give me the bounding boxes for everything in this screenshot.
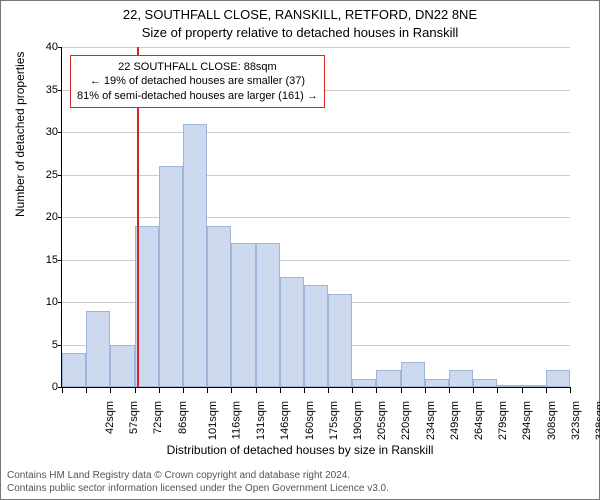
y-tick-label: 40 (32, 41, 58, 53)
y-tick-label: 25 (32, 169, 58, 181)
chart-container: 22, SOUTHFALL CLOSE, RANSKILL, RETFORD, … (0, 0, 600, 500)
x-tick-label: 308sqm (546, 401, 558, 440)
x-tick-label: 86sqm (177, 401, 189, 434)
x-tick-mark (401, 387, 402, 393)
histogram-bar (280, 277, 304, 388)
x-tick-mark (135, 387, 136, 393)
histogram-bar (449, 370, 473, 387)
annotation-line-2: ← 19% of detached houses are smaller (37… (77, 74, 318, 88)
x-tick-mark (183, 387, 184, 393)
histogram-bar (86, 311, 110, 388)
annotation-box: 22 SOUTHFALL CLOSE: 88sqm ← 19% of detac… (70, 55, 325, 108)
y-tick-label: 0 (32, 381, 58, 393)
histogram-bar (110, 345, 134, 388)
x-tick-label: 205sqm (376, 401, 388, 440)
histogram-bar (62, 353, 86, 387)
x-tick-label: 249sqm (449, 401, 461, 440)
x-tick-label: 190sqm (352, 401, 364, 440)
histogram-bar (401, 362, 425, 388)
histogram-bar (256, 243, 280, 388)
x-tick-mark (497, 387, 498, 393)
histogram-bar (473, 379, 497, 388)
histogram-bar (183, 124, 207, 388)
y-tick-mark (58, 132, 62, 133)
x-tick-mark (110, 387, 111, 393)
x-tick-mark (159, 387, 160, 393)
x-tick-label: 264sqm (473, 401, 485, 440)
y-tick-mark (58, 302, 62, 303)
x-tick-mark (449, 387, 450, 393)
x-tick-label: 131sqm (255, 401, 267, 440)
x-tick-mark (570, 387, 571, 393)
footer-line-2: Contains public sector information licen… (7, 483, 593, 496)
histogram-bar (328, 294, 352, 388)
x-tick-mark (425, 387, 426, 393)
x-tick-label: 323sqm (570, 401, 582, 440)
histogram-bar (497, 385, 521, 387)
x-tick-label: 116sqm (230, 401, 242, 439)
histogram-bar (425, 379, 449, 388)
x-tick-mark (256, 387, 257, 393)
y-tick-label: 20 (32, 211, 58, 223)
x-tick-mark (304, 387, 305, 393)
x-tick-mark (546, 387, 547, 393)
x-tick-label: 160sqm (304, 401, 316, 440)
plot-area: 0510152025303540 22 SOUTHFALL CLOSE: 88s… (61, 47, 570, 388)
x-tick-mark (376, 387, 377, 393)
y-tick-label: 10 (32, 296, 58, 308)
y-tick-mark (58, 260, 62, 261)
x-axis-label: Distribution of detached houses by size … (1, 443, 599, 457)
x-tick-label: 175sqm (328, 401, 340, 440)
annotation-line-3: 81% of semi-detached houses are larger (… (77, 89, 318, 103)
x-tick-mark (280, 387, 281, 393)
x-tick-mark (62, 387, 63, 393)
x-tick-label: 294sqm (521, 401, 533, 440)
x-tick-label: 279sqm (497, 401, 509, 440)
annotation-line-1: 22 SOUTHFALL CLOSE: 88sqm (77, 60, 318, 74)
x-tick-label: 220sqm (401, 401, 413, 440)
histogram-bar (546, 370, 570, 387)
x-tick-mark (352, 387, 353, 393)
title-line-1: 22, SOUTHFALL CLOSE, RANSKILL, RETFORD, … (1, 7, 599, 22)
y-axis-label: Number of detached properties (13, 52, 27, 217)
y-tick-label: 35 (32, 84, 58, 96)
histogram-bar (376, 370, 400, 387)
x-tick-mark (473, 387, 474, 393)
x-tick-label: 101sqm (207, 401, 219, 440)
y-tick-mark (58, 47, 62, 48)
x-tick-label: 146sqm (280, 401, 292, 440)
histogram-bar (207, 226, 231, 388)
y-tick-label: 30 (32, 126, 58, 138)
histogram-bar (159, 166, 183, 387)
y-tick-label: 5 (32, 339, 58, 351)
histogram-bar (231, 243, 255, 388)
x-tick-mark (522, 387, 523, 393)
y-tick-mark (58, 90, 62, 91)
title-line-2: Size of property relative to detached ho… (1, 25, 599, 40)
x-tick-label: 57sqm (128, 401, 140, 434)
x-tick-label: 338sqm (594, 401, 600, 440)
x-tick-label: 72sqm (153, 401, 165, 434)
x-tick-label: 234sqm (425, 401, 437, 440)
histogram-bar (522, 385, 546, 387)
y-tick-mark (58, 217, 62, 218)
x-tick-mark (328, 387, 329, 393)
y-tick-mark (58, 175, 62, 176)
x-tick-mark (231, 387, 232, 393)
histogram-bar (352, 379, 376, 388)
x-tick-mark (207, 387, 208, 393)
footer-line-1: Contains HM Land Registry data © Crown c… (7, 470, 593, 483)
y-tick-label: 15 (32, 254, 58, 266)
histogram-bar (304, 285, 328, 387)
y-tick-mark (58, 345, 62, 346)
x-tick-label: 42sqm (104, 401, 116, 434)
x-tick-mark (86, 387, 87, 393)
footer: Contains HM Land Registry data © Crown c… (7, 470, 593, 495)
